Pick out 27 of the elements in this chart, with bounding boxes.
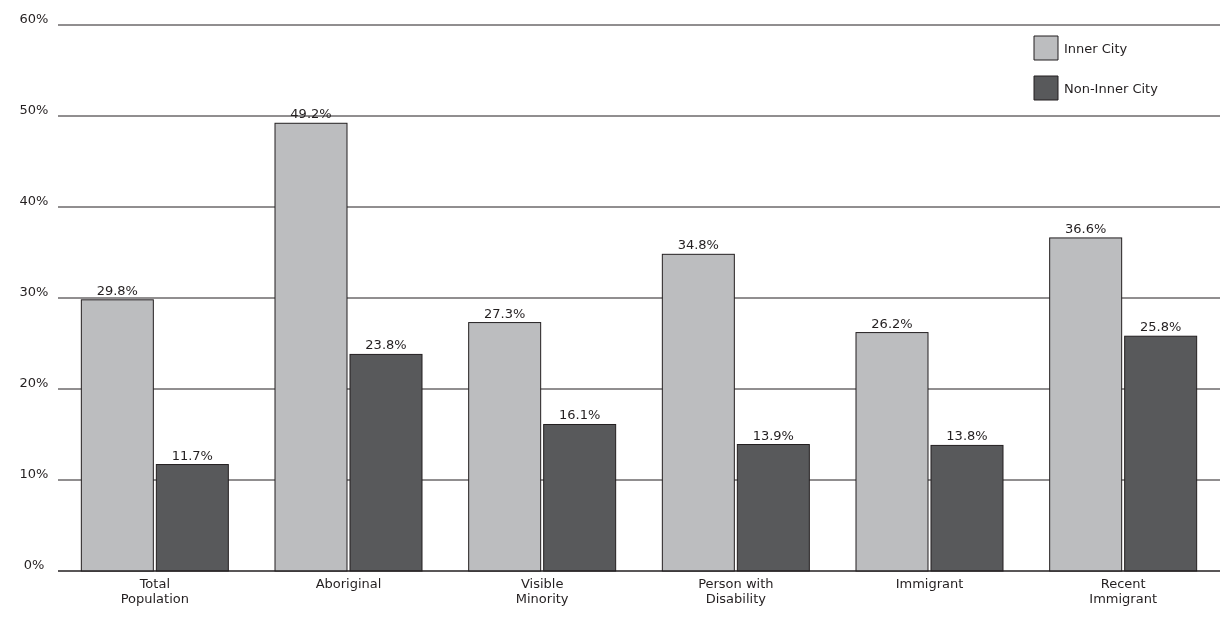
y-tick-label: 0%: [23, 556, 45, 572]
x-tick-label: Recent Immigrant: [1089, 576, 1158, 606]
legend-label: Non-Inner City: [1064, 80, 1159, 96]
data-label: 13.8%: [946, 428, 988, 444]
x-tick-label: Aboriginal: [315, 576, 382, 591]
y-tick-label: 10%: [19, 465, 49, 481]
data-label: 23.8%: [365, 337, 407, 353]
data-label: 16.1%: [559, 407, 601, 423]
y-tick-label: 40%: [19, 192, 49, 208]
x-tick-label: Total Population: [120, 576, 189, 606]
data-label: 26.2%: [871, 315, 913, 331]
y-tick-label: 60%: [19, 10, 49, 26]
x-tick-label: Immigrant: [895, 576, 964, 591]
data-label: 34.8%: [677, 237, 719, 253]
data-label: 11.7%: [171, 447, 213, 463]
x-tick-label: Person with Disability: [698, 576, 774, 606]
data-label: 49.2%: [290, 106, 332, 122]
y-tick-label: 30%: [19, 283, 49, 299]
y-tick-label: 20%: [19, 374, 49, 390]
x-tick-label: Visible Minority: [515, 576, 569, 606]
legend-label: Inner City: [1064, 40, 1128, 56]
data-label: 13.9%: [752, 427, 794, 443]
data-label: 27.3%: [484, 305, 526, 321]
y-tick-label: 50%: [19, 101, 49, 117]
data-label: 36.6%: [1065, 220, 1107, 236]
data-label: 29.8%: [96, 282, 138, 298]
data-label: 25.8%: [1140, 319, 1182, 335]
